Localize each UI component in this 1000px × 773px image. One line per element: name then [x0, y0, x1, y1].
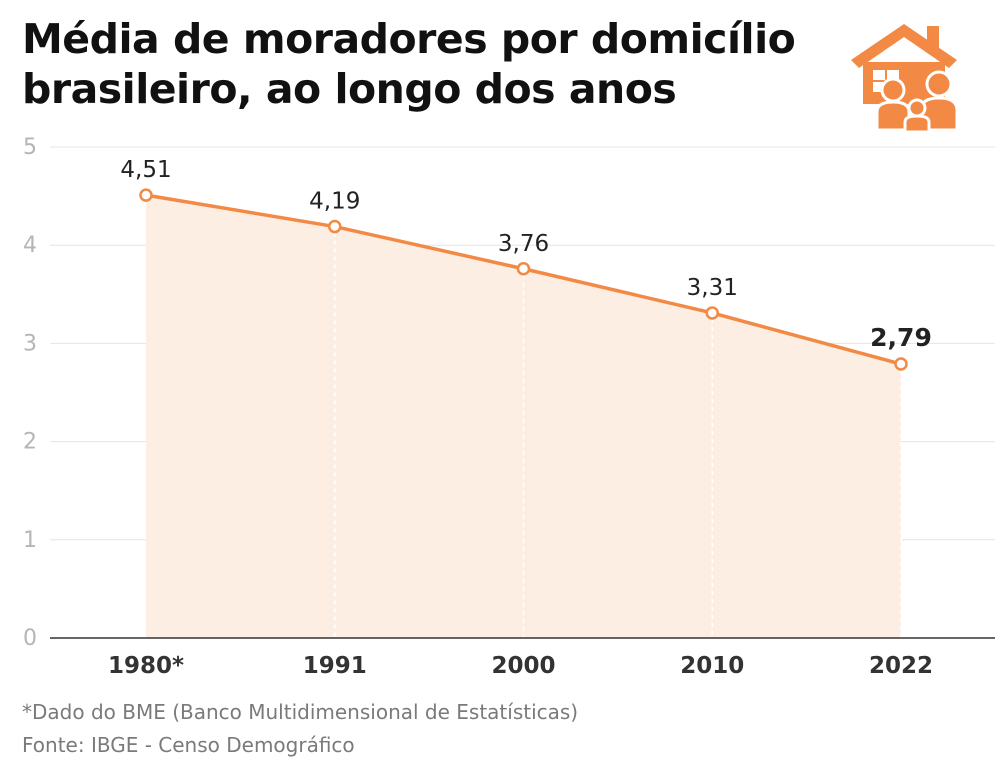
drop-lines	[334, 232, 902, 638]
x-tick-label: 2000	[491, 653, 555, 679]
data-points	[139, 188, 908, 371]
y-tick-label: 5	[23, 135, 37, 160]
data-label: 4,51	[120, 157, 171, 183]
data-label: 3,76	[498, 231, 549, 257]
data-label: 2,79	[870, 323, 932, 352]
x-tick-label: 2022	[869, 653, 933, 679]
house-family-icon	[851, 24, 959, 134]
y-tick-label: 0	[23, 626, 37, 651]
y-tick-label: 3	[23, 331, 37, 356]
footnote-note: *Dado do BME (Banco Multidimensional de …	[22, 700, 579, 724]
data-point	[516, 262, 531, 276]
x-tick-label: 2010	[680, 653, 744, 679]
y-tick-label: 2	[23, 430, 37, 455]
y-tick-label: 1	[23, 528, 37, 553]
data-point	[139, 188, 153, 202]
data-point	[894, 357, 908, 371]
footnote-source: Fonte: IBGE - Censo Demográfico	[22, 733, 355, 757]
chart-title-line-2: brasileiro, ao longo dos anos	[22, 65, 677, 113]
chart-title-line-1: Média de moradores por domicílio	[22, 15, 796, 63]
x-tick-label: 1980*	[108, 653, 184, 679]
data-label: 3,31	[687, 275, 738, 301]
line-chart: 4,51 4,19 3,76 3,31 2,79 0 1 2 3 4 5 1980* 1991 200…	[23, 135, 995, 679]
data-point	[328, 219, 342, 234]
data-label: 4,19	[309, 189, 360, 215]
x-axis-ticks: 1980* 1991 2000 2010 2022	[108, 653, 933, 679]
y-tick-label: 4	[23, 233, 37, 258]
data-labels: 4,51 4,19 3,76 3,31 2,79	[120, 157, 931, 352]
x-tick-label: 1991	[303, 653, 367, 679]
chart-title: Média de moradores por domicílio brasile…	[22, 14, 796, 114]
y-axis-ticks: 0 1 2 3 4 5	[23, 135, 37, 651]
data-point	[705, 306, 719, 320]
